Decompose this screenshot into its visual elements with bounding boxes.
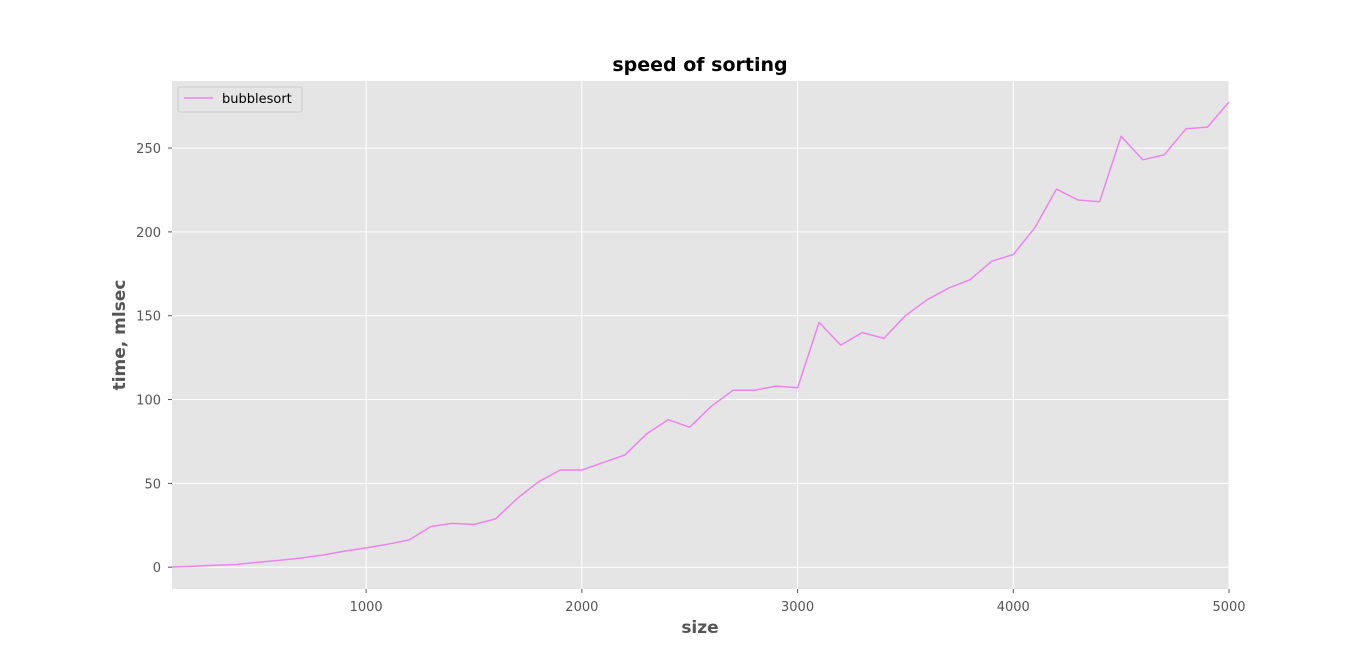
chart-title: speed of sorting [612,54,787,76]
x-tick-label: 4000 [997,600,1030,615]
plot-area [172,81,1229,589]
x-axis-label: size [681,618,718,638]
x-tick-label: 3000 [781,600,814,615]
x-tick-label: 5000 [1212,600,1245,615]
y-tick-label: 150 [136,310,161,325]
legend: bubblesort [177,86,303,113]
series-layer [171,101,1230,568]
x-tick-label: 2000 [565,600,598,615]
legend-label: bubblesort [222,92,292,107]
x-axis-ticks: 1000 2000 3000 4000 5000 [350,589,1246,615]
grid [172,81,1230,589]
y-tick-label: 100 [136,394,161,409]
y-tick-label: 0 [153,561,161,576]
y-tick-label: 200 [136,226,161,241]
y-tick-label: 250 [136,142,161,157]
series-line-bubblesort [171,101,1230,568]
legend-box [177,86,303,113]
y-tick-label: 50 [144,477,161,492]
y-axis-label: time, mlsec [110,280,130,391]
y-axis-ticks: 0 50 100 150 200 250 [136,142,172,576]
x-tick-label: 1000 [350,600,383,615]
